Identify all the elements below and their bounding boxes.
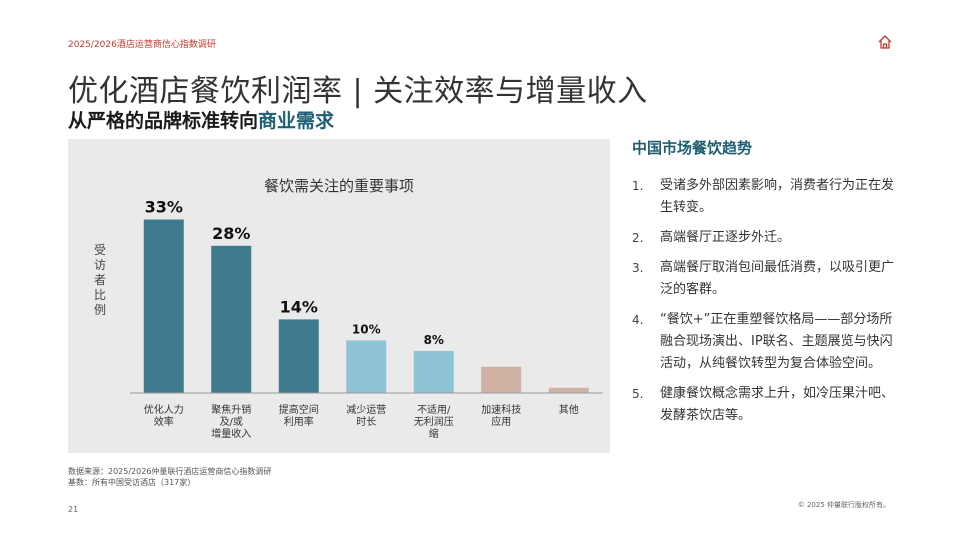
category-label-line: 其他 bbox=[559, 403, 579, 416]
category-label: 其他 bbox=[559, 403, 579, 416]
bar bbox=[278, 319, 319, 393]
category-label-line: 聚焦升销 bbox=[211, 403, 251, 416]
chart-title: 餐饮需关注的重要事项 bbox=[263, 177, 414, 195]
category-label-line: 应用 bbox=[491, 415, 511, 428]
data-label: 33% bbox=[145, 198, 183, 217]
bar bbox=[211, 245, 252, 393]
source-note: 数据来源：2025/2026仲量联行酒店运营商信心指数调研 基数：所有中国受访酒… bbox=[68, 466, 271, 488]
category-label-line: 加速科技 bbox=[481, 403, 521, 416]
page-number: 21 bbox=[68, 505, 79, 514]
category-label: 加速科技应用 bbox=[481, 403, 521, 428]
source-line: 数据来源：2025/2026仲量联行酒店运营商信心指数调研 bbox=[68, 467, 272, 476]
category-label-line: 无利润压 bbox=[414, 415, 454, 428]
data-label: 28% bbox=[212, 224, 250, 243]
bar bbox=[346, 340, 387, 393]
trend-item-text: 受诸多外部因素影响，消费者行为正在发生转变。 bbox=[660, 178, 895, 215]
trend-item-number: 3. bbox=[632, 261, 644, 275]
category-label-line: 优化人力 bbox=[144, 403, 184, 416]
category-label-line: 效率 bbox=[154, 415, 174, 428]
trend-item-text: 高端餐厅正逐步外迁。 bbox=[660, 230, 791, 245]
category-label-line: 利用率 bbox=[284, 415, 314, 428]
bar bbox=[548, 387, 589, 393]
report-label: 2025/2026酒店运营商信心指数调研 bbox=[68, 40, 216, 50]
trend-item-text: 高端餐厅取消包间最低消费，以吸引更广泛的客群。 bbox=[660, 260, 895, 297]
trend-item-number: 4. bbox=[632, 313, 644, 327]
trend-item-number: 5. bbox=[632, 387, 644, 401]
subtitle-accent: 商业需求 bbox=[258, 110, 335, 132]
category-label: 减少运营时长 bbox=[346, 403, 386, 428]
subtitle-prefix: 从严格的品牌标准转向 bbox=[68, 110, 259, 132]
category-label-line: 时长 bbox=[356, 416, 376, 428]
bar bbox=[481, 366, 522, 393]
category-label-line: 缩 bbox=[429, 427, 439, 440]
trend-item-number: 1. bbox=[632, 179, 644, 193]
category-label: 优化人力效率 bbox=[144, 403, 184, 428]
y-axis-label: 受访者比例 bbox=[93, 243, 106, 317]
category-label: 提高空间利用率 bbox=[279, 403, 319, 428]
category-label-line: 提高空间 bbox=[279, 403, 319, 416]
sidebar-title: 中国市场餐饮趋势 bbox=[632, 139, 753, 157]
trend-item-text: 健康餐饮概念需求上升，如冷压果汁吧、发酵茶饮店等。 bbox=[660, 386, 895, 423]
trend-item: 3. 高端餐厅取消包间最低消费，以吸引更广泛的客群。 bbox=[632, 257, 897, 301]
category-label-line: 及/或 bbox=[220, 416, 243, 428]
category-label-line: 增量收入 bbox=[211, 427, 251, 440]
base-line: 基数：所有中国受访酒店（317家） bbox=[68, 478, 196, 487]
trend-item: 2. 高端餐厅正逐步外迁。 bbox=[632, 227, 897, 249]
category-label: 聚焦升销及/或增量收入 bbox=[211, 403, 251, 440]
category-label-line: 减少运营 bbox=[346, 403, 386, 416]
page-title: 优化酒店餐饮利润率 | 关注效率与增量收入 bbox=[68, 74, 648, 109]
trend-item: 1. 受诸多外部因素影响，消费者行为正在发生转变。 bbox=[632, 175, 897, 219]
trend-item-number: 2. bbox=[632, 231, 644, 245]
copyright: © 2025 仲量联行版权所有。 bbox=[797, 501, 890, 509]
bar-chart: 33% 优化人力效率 28% 聚焦升销及/或增量收入 14% 提高空间利用率 10% 减少运营… bbox=[130, 198, 603, 440]
category-label-line: 不适用/ bbox=[417, 404, 451, 416]
bar bbox=[413, 350, 454, 393]
trend-list: 1. 受诸多外部因素影响，消费者行为正在发生转变。 2. 高端餐厅正逐步外迁。 3. 高端… bbox=[632, 175, 897, 435]
bar bbox=[143, 219, 184, 393]
category-label: 不适用/无利润压缩 bbox=[414, 404, 454, 440]
home-icon[interactable] bbox=[877, 34, 893, 50]
data-label: 8% bbox=[424, 333, 444, 347]
data-label: 14% bbox=[280, 297, 318, 316]
chart-panel: 餐饮需关注的重要事项 受访者比例 33% 优化人力效率 28% 聚焦升销及/或增量收入… bbox=[68, 139, 610, 453]
data-label: 10% bbox=[352, 322, 381, 336]
page-subtitle: 从严格的品牌标准转向商业需求 bbox=[68, 106, 334, 133]
trend-item-text: “餐饮+”正在重塑餐饮格局——部分场所融合现场演出、IP联名、主题展览与快闪活动… bbox=[660, 312, 893, 371]
trend-item: 5. 健康餐饮概念需求上升，如冷压果汁吧、发酵茶饮店等。 bbox=[632, 383, 897, 427]
trend-item: 4. “餐饮+”正在重塑餐饮格局——部分场所融合现场演出、IP联名、主题展览与快闪… bbox=[632, 309, 897, 375]
